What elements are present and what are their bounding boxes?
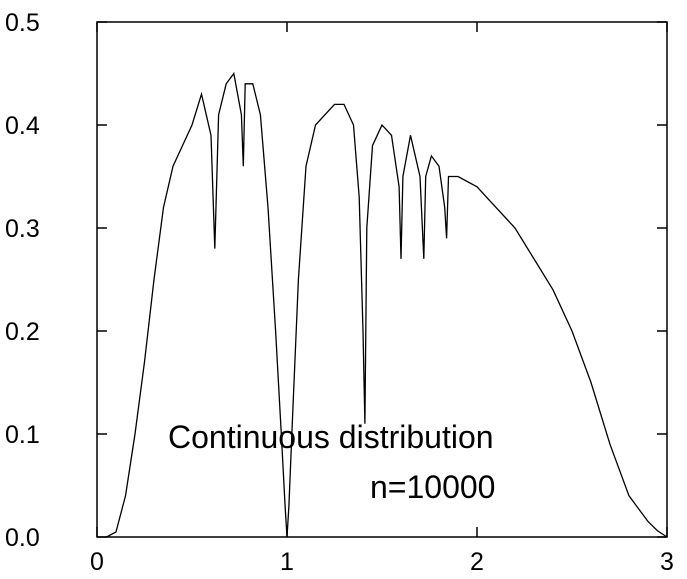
y-tick-label: 0.0 bbox=[5, 524, 40, 552]
y-tick-label: 0.1 bbox=[5, 421, 40, 449]
series-line bbox=[106, 71, 668, 538]
y-axis-ticks: 0.0 0.1 0.2 0.3 0.4 0.5 bbox=[5, 9, 667, 552]
plot-frame bbox=[96, 21, 668, 538]
x-tick-label: 0 bbox=[90, 548, 104, 576]
annotation-n: n=10000 bbox=[370, 469, 495, 505]
x-tick-label: 3 bbox=[660, 548, 674, 576]
y-tick-label: 0.4 bbox=[5, 112, 40, 140]
y-tick-label: 0.3 bbox=[5, 215, 40, 243]
y-tick-label: 0.2 bbox=[5, 318, 40, 346]
x-tick-label: 1 bbox=[280, 548, 294, 576]
annotation-title: Continuous distribution bbox=[168, 419, 494, 455]
x-tick-label: 2 bbox=[470, 548, 484, 576]
y-tick-label: 0.5 bbox=[5, 9, 40, 37]
